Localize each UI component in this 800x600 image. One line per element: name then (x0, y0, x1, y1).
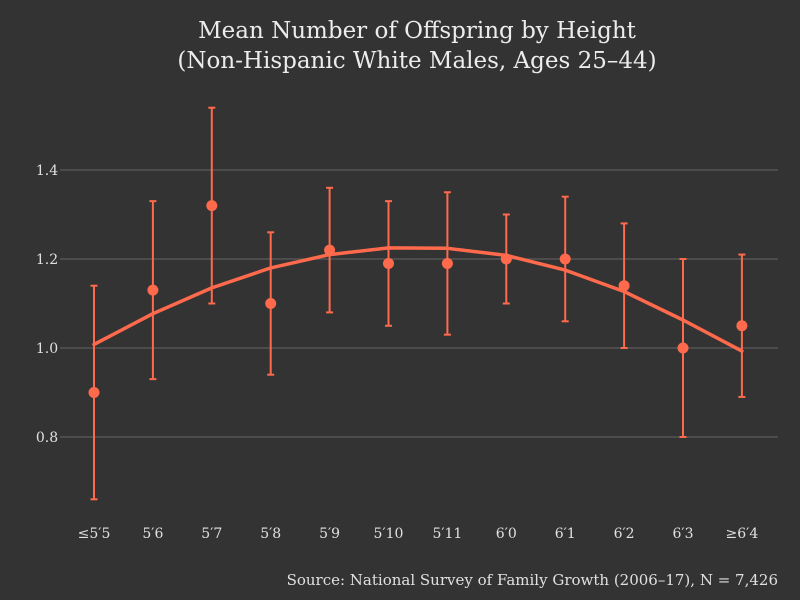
y-tick-label: 1.2 (36, 252, 58, 268)
x-tick-label: 5′11 (432, 526, 462, 542)
data-point-7 (500, 253, 512, 265)
y-tick-label: 1.0 (36, 341, 58, 357)
x-tick-label: 6′0 (496, 526, 517, 542)
fit-curve (92, 246, 744, 353)
data-points (88, 200, 748, 398)
data-point-11 (736, 320, 748, 332)
source-note: Source: National Survey of Family Growth… (287, 571, 778, 589)
fit-curve-layer (92, 246, 744, 353)
x-tick-label: 5′10 (374, 526, 404, 542)
x-tick-label: 6′3 (673, 526, 694, 542)
data-point-2 (206, 200, 218, 212)
data-point-4 (324, 244, 336, 256)
data-point-9 (618, 280, 630, 292)
x-tick-label: 5′9 (319, 526, 340, 542)
chart-title-line-1: Mean Number of Offspring by Height (198, 18, 637, 44)
chart-title-line-2: (Non-Hispanic White Males, Ages 25–44) (177, 48, 656, 74)
data-point-0 (88, 387, 100, 398)
x-tick-label: 6′2 (614, 526, 635, 542)
y-tick-labels: 0.8 1.0 1.2 1.4 (36, 163, 58, 446)
data-point-5 (383, 257, 394, 269)
data-point-3 (265, 298, 277, 309)
x-tick-labels: ≤5′5 5′6 5′7 5′8 5′9 5′10 5′11 6′0 6′1 6′2 6′3 ≥6′4 (78, 526, 759, 542)
x-tick-label: ≥6′4 (726, 526, 759, 542)
data-point-10 (677, 342, 689, 354)
data-point-6 (441, 257, 453, 269)
gridlines (60, 169, 778, 438)
x-tick-label: 5′6 (142, 526, 163, 542)
x-tick-label: 5′7 (201, 526, 222, 542)
x-tick-label: 5′8 (260, 526, 281, 542)
data-point-1 (147, 284, 159, 296)
data-point-8 (559, 253, 571, 265)
x-tick-label: ≤5′5 (78, 526, 111, 542)
y-tick-label: 0.8 (36, 430, 58, 446)
x-tick-label: 6′1 (555, 526, 576, 542)
y-tick-label: 1.4 (36, 163, 58, 179)
